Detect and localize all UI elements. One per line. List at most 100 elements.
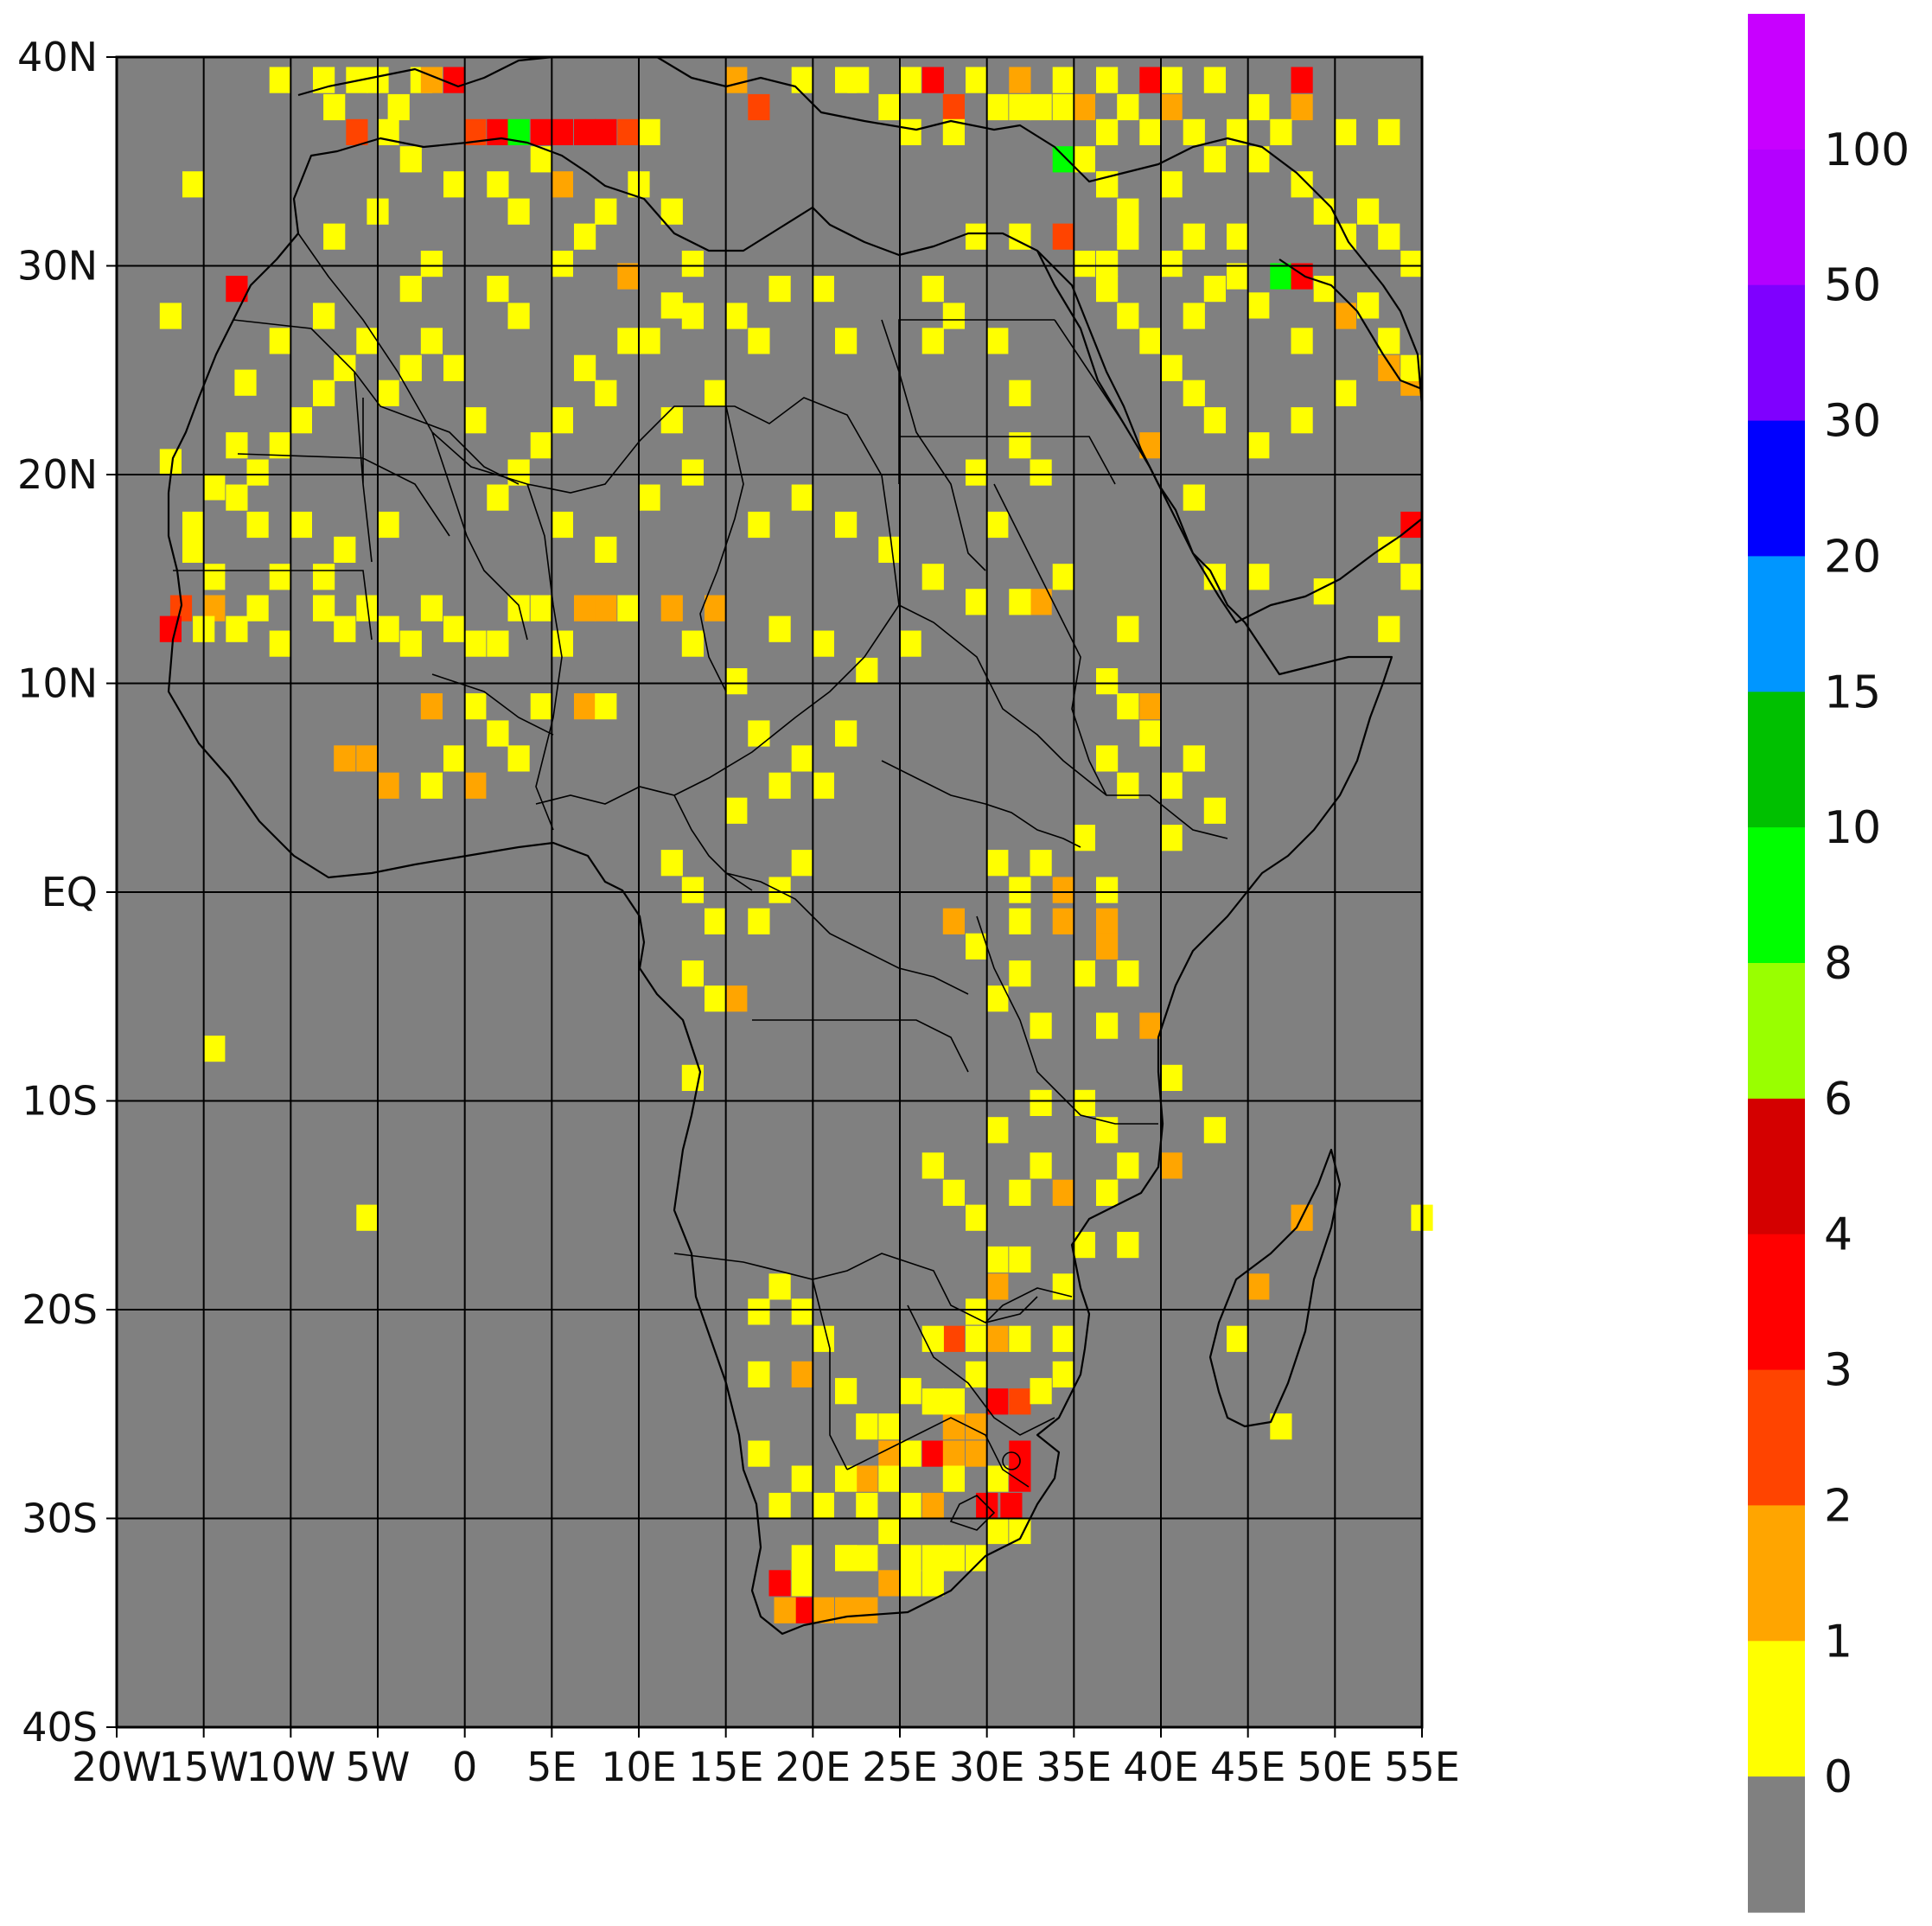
data-cell [791,484,813,511]
data-cell [269,67,291,93]
colorbar-label: 4 [1824,1209,1852,1261]
data-cell [420,251,443,277]
data-cell [856,1597,878,1623]
data-cell [1096,668,1119,695]
data-cell [1291,328,1313,354]
data-cell [835,1597,858,1623]
data-cell [966,67,988,93]
data-cell [1378,223,1400,250]
data-cell [921,1570,944,1597]
data-cell [921,1440,944,1467]
data-cell [1227,1325,1249,1352]
data-cell [899,1378,921,1405]
colorbar-swatch [1748,1505,1805,1642]
data-cell [1052,223,1074,250]
data-cell [856,1465,878,1492]
data-cell [791,745,813,772]
data-cell [1030,1378,1052,1405]
latitude-tick-label: EQ [41,869,98,915]
data-cell [942,908,965,934]
data-cell [1160,1064,1183,1091]
data-cell [921,1388,944,1415]
graticule [116,56,1423,1728]
data-cell [595,379,617,406]
data-cell [921,1152,944,1179]
data-cell [638,484,660,511]
data-cell [812,1325,834,1352]
data-cell [791,1465,813,1492]
data-cell [530,693,552,720]
data-cell [269,630,291,657]
data-cell [1117,198,1139,225]
data-cell [768,877,791,903]
data-cell [942,1465,965,1492]
data-cell [1160,67,1183,93]
data-cell [1291,263,1313,290]
longitude-tick-label: 40E [1123,1744,1199,1790]
data-cell [290,511,312,539]
data-cell [748,328,770,354]
data-cell [182,536,205,563]
data-cell [159,303,182,329]
data-cell [878,1465,901,1492]
data-cell [1073,1232,1095,1259]
data-cell [182,171,205,198]
colorbar-label: 0 [1824,1751,1852,1803]
data-cell [986,1465,1009,1492]
data-cell [812,772,834,799]
latitude-tick-label: 10S [22,1078,98,1125]
data-cell [660,595,683,622]
longitude-tick-label: 45E [1210,1744,1286,1790]
data-cell [1009,1388,1031,1415]
data-cell [921,67,944,93]
data-cell [464,693,487,720]
data-cell [1183,745,1205,772]
data-cell [1117,303,1139,329]
data-cell [1117,223,1139,250]
data-cell [487,276,509,303]
data-cell [1160,772,1183,799]
data-cell [899,118,921,145]
colorbar-label: 30 [1824,396,1881,448]
data-cell [638,328,660,354]
data-cell [487,171,509,198]
data-cell [595,693,617,720]
colorbar-swatch [1748,1098,1805,1235]
data-cell [705,595,727,622]
data-cell [748,1361,770,1387]
data-cell [574,354,596,381]
data-cell [334,745,356,772]
data-cell [966,459,988,486]
latitude-tick-label: 20N [17,451,98,498]
data-cell [856,1413,878,1440]
data-cell [1378,615,1400,642]
arabia-coastline [1036,250,1423,624]
longitude-tick-label: 10E [601,1744,677,1790]
data-cell [835,511,858,539]
colorbar: 0 1 2 3 4 6 8 10 15 20 30 50 100 [1748,14,1910,1913]
longitude-tick-label: 5W [346,1744,411,1790]
data-cell [595,595,617,622]
data-cell [748,908,770,934]
data-cell [768,276,791,303]
data-cell [1378,118,1400,145]
data-cell [1117,1152,1139,1179]
data-cell [399,146,422,173]
data-cell [1247,432,1270,459]
data-cell [986,1273,1009,1300]
data-cell [1052,67,1074,93]
data-cell [791,67,813,93]
data-cell [1291,67,1313,93]
colorbar-label: 1 [1824,1616,1852,1668]
data-cell [377,511,399,539]
data-cell [246,595,269,622]
data-cell [921,276,944,303]
data-cell [942,1325,965,1352]
data-cell [595,198,617,225]
data-cell [1096,1117,1119,1144]
data-cell [942,1545,965,1572]
longitude-tick-label: 20E [775,1744,851,1790]
latitude-tick-label: 40N [17,34,98,80]
data-cell [443,745,466,772]
data-cell [1334,118,1356,145]
